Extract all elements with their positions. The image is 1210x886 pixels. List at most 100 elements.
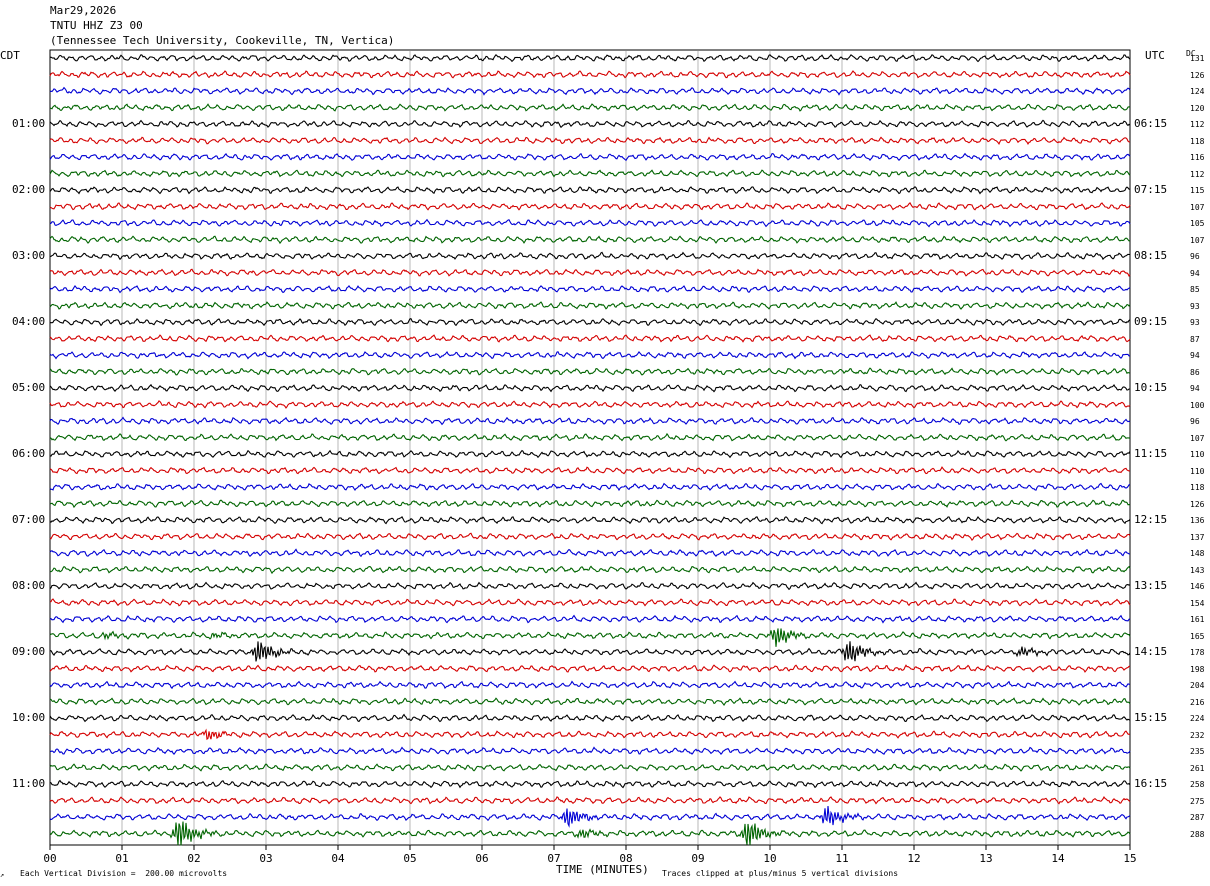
seismic-trace: [49, 186, 1131, 195]
seismic-trace: [49, 482, 1131, 492]
seismic-trace: [49, 664, 1131, 673]
cdt-hour-label: 10:00: [12, 711, 46, 724]
dc-offset-value: 118: [1190, 136, 1205, 146]
seismic-trace: [49, 416, 1131, 426]
utc-hour-label: 10:15: [1134, 381, 1168, 394]
seismic-trace: [49, 713, 1131, 723]
cdt-hour-label: 01:00: [12, 117, 46, 130]
dc-offset-value: 258: [1190, 780, 1205, 789]
seismic-trace: [49, 680, 1131, 690]
seismic-trace: [50, 746, 1131, 755]
seismic-trace: [49, 728, 1130, 741]
station-location: (Tennessee Tech University, Cookeville, …: [50, 34, 395, 47]
seismic-trace: [49, 821, 1131, 846]
dc-offset-value: 204: [1190, 681, 1205, 690]
dc-offset-value: 224: [1190, 714, 1205, 723]
x-tick-label: 05: [403, 852, 416, 865]
seismic-trace: [49, 532, 1131, 541]
dc-offset-value: 161: [1190, 615, 1205, 624]
dc-offset-value: 107: [1190, 433, 1205, 443]
seismic-trace: [49, 598, 1131, 607]
seismic-trace: [49, 499, 1131, 509]
clip-note: Traces clipped at plus/minus 5 vertical …: [662, 869, 899, 878]
dc-offset-value: 107: [1190, 202, 1205, 212]
seismic-trace: [49, 251, 1130, 261]
seismic-trace: [50, 641, 1131, 662]
utc-hour-label: 12:15: [1134, 513, 1168, 526]
seismic-trace: [49, 449, 1131, 459]
dc-offset-value: 235: [1190, 747, 1205, 756]
seismic-trace: [49, 152, 1131, 162]
cdt-hour-label: 08:00: [12, 579, 46, 592]
x-tick-label: 09: [691, 852, 704, 865]
seismic-trace: [49, 432, 1131, 442]
dc-offset-value: 96: [1190, 252, 1200, 261]
utc-hour-label: 11:15: [1134, 447, 1168, 460]
x-tick-label: 10: [763, 852, 776, 865]
x-tick-label: 14: [1051, 852, 1065, 865]
dc-offset-value: 124: [1190, 87, 1205, 96]
dc-offset-value: 126: [1190, 70, 1205, 80]
footer-mark: ↗: [0, 871, 5, 879]
seismic-trace: [49, 400, 1131, 409]
utc-hour-label: 07:15: [1134, 183, 1168, 196]
utc-hour-label: 09:15: [1134, 315, 1168, 328]
seismic-trace: [49, 779, 1131, 789]
utc-hour-label: 08:15: [1134, 249, 1168, 262]
x-tick-label: 00: [43, 852, 56, 865]
seismic-trace: [49, 86, 1131, 96]
seismic-trace: [49, 350, 1131, 360]
x-tick-label: 15: [1123, 852, 1136, 865]
utc-hour-label: 15:15: [1134, 711, 1168, 724]
dc-offset-value: 261: [1190, 763, 1205, 773]
dc-offset-value: 131: [1190, 54, 1205, 63]
plot-date: Mar29,2026: [50, 4, 117, 17]
seismic-trace: [49, 581, 1131, 591]
dc-offset-value: 178: [1190, 648, 1205, 657]
dc-offset-value: 86: [1190, 367, 1200, 377]
x-tick-label: 12: [907, 852, 920, 865]
dc-offset-value: 96: [1190, 417, 1200, 426]
seismic-trace: [49, 367, 1131, 376]
seismic-trace: [49, 565, 1131, 575]
seismic-trace: [49, 806, 1131, 828]
station-code: TNTU HHZ Z3 00: [50, 19, 143, 32]
seismic-trace: [49, 628, 1131, 647]
seismic-trace: [49, 268, 1131, 277]
right-axis-label: UTC: [1145, 49, 1165, 62]
x-tick-label: 02: [187, 852, 200, 865]
seismic-trace: [49, 218, 1131, 228]
x-tick-label: 04: [331, 852, 345, 865]
seismic-trace: [49, 136, 1131, 146]
dc-offset-value: 146: [1190, 582, 1205, 591]
seismic-trace: [49, 202, 1131, 211]
x-tick-label: 03: [259, 852, 272, 865]
dc-offset-value: 93: [1190, 318, 1200, 327]
dc-offset-value: 94: [1190, 268, 1200, 278]
dc-offset-value: 115: [1190, 186, 1205, 195]
dc-offset-value: 116: [1190, 153, 1205, 162]
dc-offset-value: 136: [1190, 516, 1205, 525]
seismic-trace: [49, 301, 1131, 310]
dc-offset-value: 118: [1190, 483, 1205, 492]
x-axis-title: TIME (MINUTES): [556, 863, 649, 876]
dc-offset-value: 288: [1190, 829, 1205, 839]
dc-offset-value: 148: [1190, 549, 1205, 558]
left-axis-label: CDT: [0, 49, 20, 62]
dc-offset-value: 232: [1190, 730, 1205, 740]
cdt-hour-label: 11:00: [12, 777, 46, 790]
cdt-hour-label: 02:00: [12, 183, 46, 196]
utc-hour-label: 14:15: [1134, 645, 1168, 658]
seismic-trace: [49, 697, 1131, 706]
dc-offset-value: 94: [1190, 351, 1200, 360]
cdt-hour-label: 09:00: [12, 645, 46, 658]
x-tick-label: 11: [835, 852, 848, 865]
seismic-trace: [49, 383, 1130, 393]
dc-offset-value: 216: [1190, 697, 1205, 707]
dc-offset-value: 87: [1190, 334, 1200, 344]
utc-hour-label: 06:15: [1134, 117, 1168, 130]
dc-offset-value: 112: [1190, 169, 1205, 179]
dc-offset-value: 93: [1190, 301, 1200, 311]
x-tick-label: 01: [115, 852, 128, 865]
